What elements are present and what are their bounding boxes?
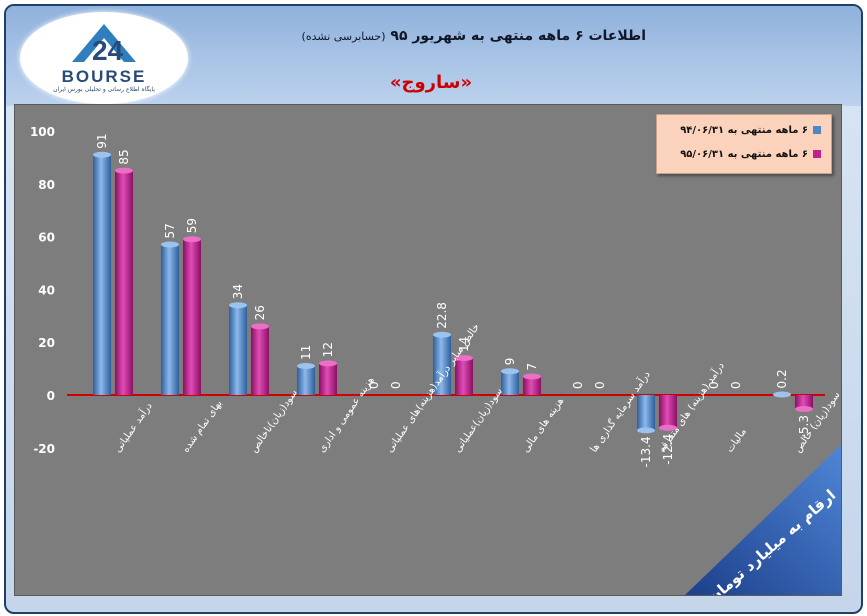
data-label: -12.4: [661, 434, 675, 465]
y-tick-label: 80: [38, 178, 55, 192]
unit-band: [685, 445, 841, 595]
category-label: بهای تمام شده: [180, 398, 224, 455]
bar-series1: [637, 395, 655, 431]
category-label: مالیات: [724, 426, 748, 454]
bar-cap: [161, 241, 179, 248]
bar-cap: [523, 373, 541, 380]
data-label: -13.4: [639, 436, 653, 467]
company-name: «ساروج»: [389, 72, 473, 93]
data-label: 0: [367, 381, 381, 389]
data-label: 0: [571, 381, 585, 389]
plot-area: -20 0 20 40 60 80 100 91 85 57 59 34 26 11 12 0 0 22.8 14…: [14, 104, 842, 596]
bar-cap: [251, 323, 269, 330]
bar-series2: [319, 363, 337, 395]
data-label: 0: [707, 381, 721, 389]
bar-series1: [161, 244, 179, 395]
legend: ۶ ماهه منتهی به ۹۴/۰۶/۳۱ ۶ ماهه منتهی به…: [656, 114, 832, 174]
logo-subtitle: پایگاه اطلاع رسانی و تحلیلی بورس ایران: [53, 86, 155, 93]
y-tick-label: -20: [33, 442, 55, 456]
category-label: هزینه های مالی: [520, 396, 566, 455]
logo-text: BOURSE: [61, 67, 147, 86]
data-label: 11: [299, 345, 313, 360]
header-band: 24 BOURSE پایگاه اطلاع رسانی و تحلیلی بو…: [6, 6, 861, 106]
page-title: اطلاعات ۶ ماهه منتهی به شهریور ۹۵ (حسابر…: [206, 28, 646, 44]
legend-swatch-1: [813, 126, 821, 134]
bar-series1: [229, 305, 247, 395]
data-label: 0.2: [775, 369, 789, 388]
data-label: 9: [503, 358, 517, 366]
y-tick-label: 40: [38, 283, 55, 297]
bar-cap: [659, 424, 677, 431]
bar-cap: [637, 427, 655, 434]
data-label: -5.3: [797, 415, 811, 438]
svg-text:24: 24: [92, 35, 124, 66]
data-label: 59: [185, 218, 199, 233]
category-label: درآمد عملیاتی: [111, 400, 155, 455]
category-label: سود(زیان)ناخالص: [248, 388, 300, 455]
bar-cap: [795, 405, 813, 412]
y-tick-label: 60: [38, 231, 55, 245]
bar-series2: [115, 170, 133, 395]
bar-cap: [319, 360, 337, 367]
data-label: 91: [95, 133, 109, 148]
bar-series2: [523, 376, 541, 395]
bar-cap: [433, 331, 451, 338]
bar-series2: [659, 395, 677, 428]
bar-series2: [795, 395, 813, 409]
data-label: 14: [457, 337, 471, 352]
bar-series1: [501, 371, 519, 395]
y-tick-label: 20: [38, 336, 55, 350]
y-tick-label: 0: [47, 389, 55, 403]
data-label: 85: [117, 149, 131, 164]
legend-item-2: ۶ ماهه منتهی به ۹۵/۰۶/۳۱: [680, 149, 821, 160]
title-note: (حسابرسی نشده): [301, 30, 386, 43]
bar-series2: [455, 358, 473, 395]
bar-series1: [297, 365, 315, 395]
bar-cap: [297, 362, 315, 369]
bar-series2: [251, 326, 269, 395]
bar-series1: [93, 154, 111, 395]
bar-cap: [773, 391, 791, 398]
bar-series2: [183, 239, 201, 395]
legend-swatch-2: [813, 150, 821, 158]
bar-cap: [183, 236, 201, 243]
legend-item-1: ۶ ماهه منتهی به ۹۴/۰۶/۳۱: [680, 125, 821, 136]
data-label: 0: [593, 381, 607, 389]
data-label: 22.8: [435, 302, 449, 329]
y-tick-label: 100: [30, 125, 55, 139]
bar-cap: [501, 368, 519, 375]
title-main: اطلاعات ۶ ماهه منتهی به شهریور ۹۵: [390, 28, 646, 44]
bar-cap: [93, 151, 111, 158]
bar-series1: [433, 334, 451, 395]
data-label: 34: [231, 284, 245, 299]
data-label: 0: [389, 381, 403, 389]
data-label: 26: [253, 305, 267, 320]
data-label: 0: [729, 381, 743, 389]
data-label: 12: [321, 342, 335, 357]
bar-cap: [115, 167, 133, 174]
bourse-logo: 24 BOURSE پایگاه اطلاع رسانی و تحلیلی بو…: [20, 12, 188, 104]
legend-label-2: ۶ ماهه منتهی به ۹۵/۰۶/۳۱: [680, 149, 808, 160]
logo-mark-icon: 24: [72, 24, 136, 66]
data-label: 57: [163, 223, 177, 238]
legend-label-1: ۶ ماهه منتهی به ۹۴/۰۶/۳۱: [680, 125, 808, 136]
bar-cap: [455, 355, 473, 362]
bar-cap: [229, 302, 247, 309]
data-label: 7: [525, 363, 539, 371]
category-label: سود(زیان)عملیاتی: [452, 386, 505, 455]
